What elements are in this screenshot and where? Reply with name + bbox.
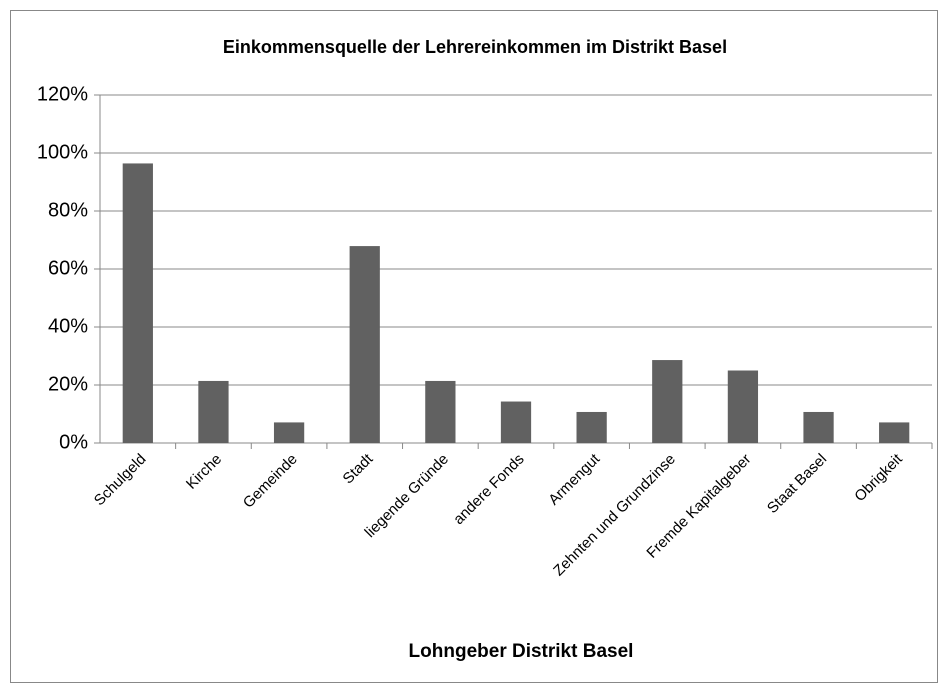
y-tick-label: 20% <box>48 373 88 395</box>
bar <box>576 411 607 443</box>
bar <box>652 360 683 443</box>
x-axis-title: Lohngeber Distrikt Basel <box>409 641 634 662</box>
bar <box>425 380 456 443</box>
y-tick-label: 120% <box>37 83 88 105</box>
y-tick-label: 80% <box>48 199 88 221</box>
bar <box>198 380 229 443</box>
bar <box>500 401 532 443</box>
bar <box>879 422 910 443</box>
chart-border <box>10 10 938 683</box>
bar <box>273 422 305 443</box>
y-tick-label: 60% <box>48 257 88 279</box>
bar <box>122 163 153 443</box>
bar <box>727 370 759 443</box>
y-tick-label: 40% <box>48 315 88 337</box>
bar <box>803 411 834 443</box>
bar <box>349 246 380 443</box>
chart-title: Einkommensquelle der Lehrereinkommen im … <box>223 37 727 57</box>
y-tick-label: 100% <box>37 141 88 163</box>
y-tick-label: 0% <box>59 431 88 453</box>
